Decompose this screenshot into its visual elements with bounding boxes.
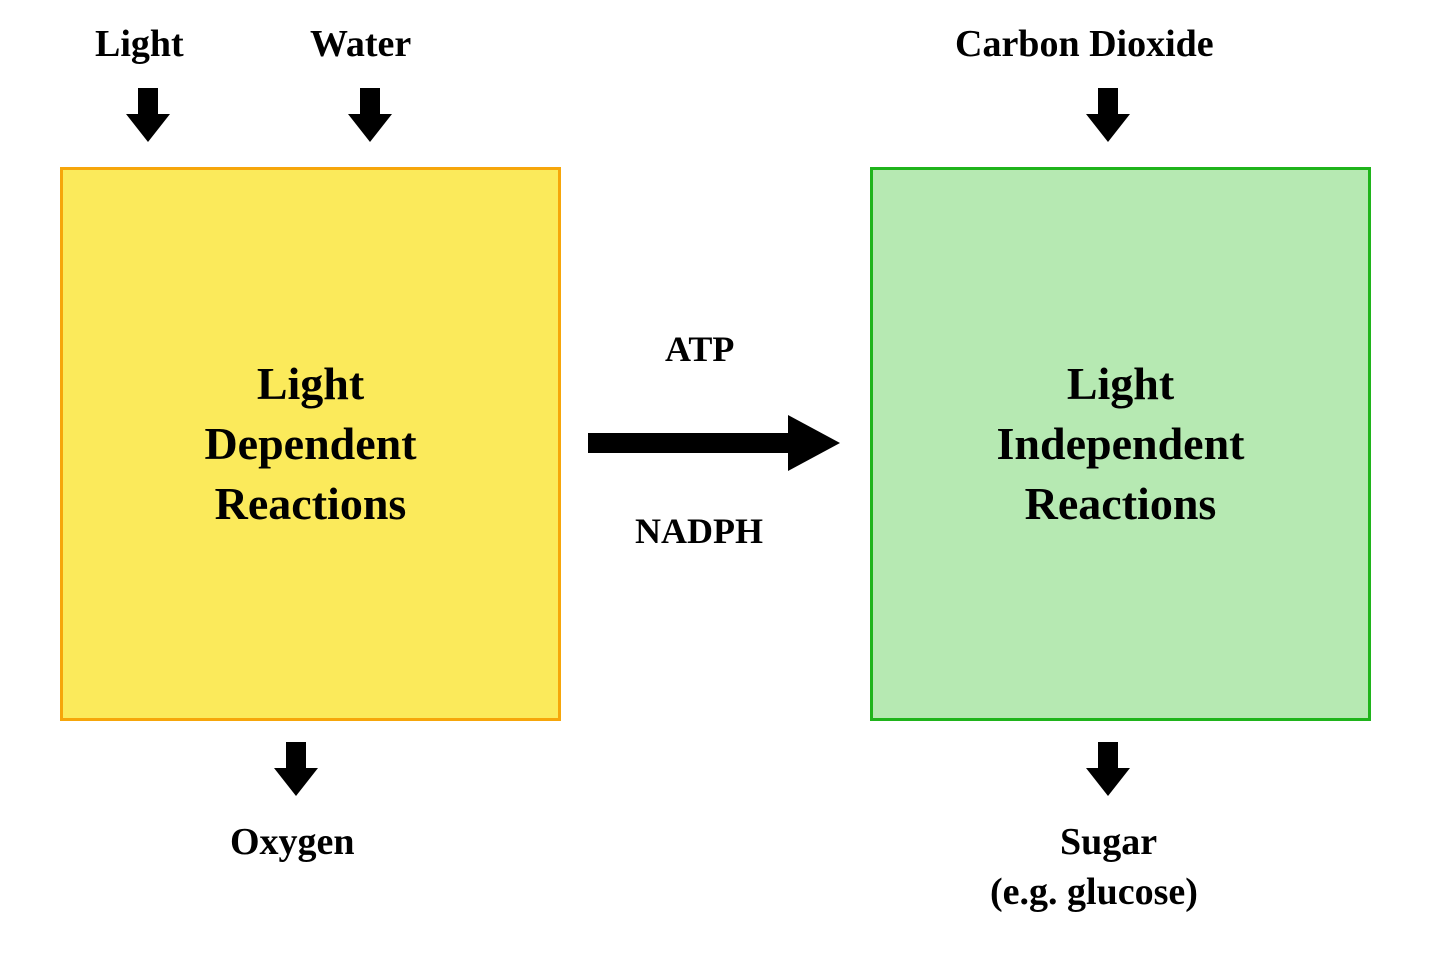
box-right-line3: Reactions [997, 474, 1245, 534]
box-right-line2: Independent [997, 414, 1245, 474]
box-left-line2: Dependent [204, 414, 416, 474]
label-nadph: NADPH [635, 510, 763, 552]
box-right-label: Light Independent Reactions [997, 354, 1245, 533]
label-water: Water [310, 22, 411, 66]
arrow-water-in [348, 88, 392, 144]
label-oxygen: Oxygen [230, 820, 355, 864]
box-left-label: Light Dependent Reactions [204, 354, 416, 533]
arrow-oxygen-out [274, 742, 318, 798]
label-carbon-dioxide: Carbon Dioxide [955, 22, 1214, 66]
box-left-line1: Light [204, 354, 416, 414]
box-light-independent: Light Independent Reactions [870, 167, 1371, 721]
label-light: Light [95, 22, 184, 66]
arrow-transfer [588, 415, 842, 471]
box-right-line1: Light [997, 354, 1245, 414]
arrow-co2-in [1086, 88, 1130, 144]
label-atp: ATP [665, 328, 734, 370]
box-left-line3: Reactions [204, 474, 416, 534]
arrow-sugar-out [1086, 742, 1130, 798]
label-sugar: Sugar [1060, 820, 1157, 864]
label-sugar-example: (e.g. glucose) [990, 870, 1198, 914]
arrow-light-in [126, 88, 170, 144]
box-light-dependent: Light Dependent Reactions [60, 167, 561, 721]
